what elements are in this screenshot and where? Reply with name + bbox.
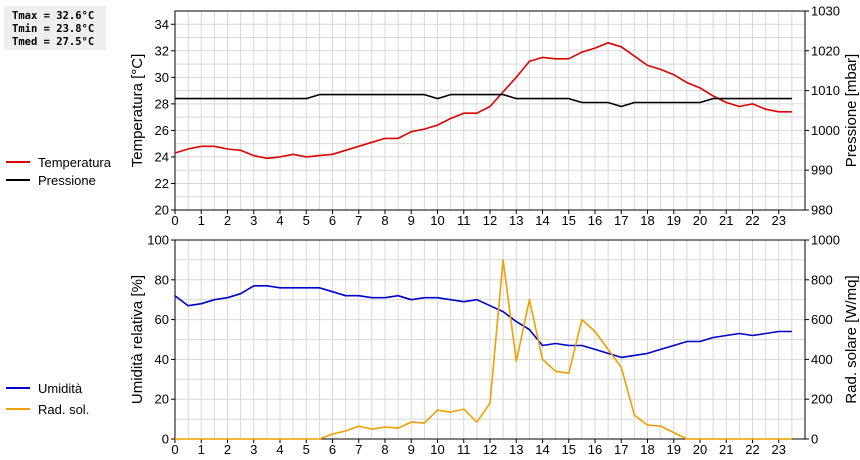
y-tick-label: 60 [155,312,169,327]
legend-label: Rad. sol. [38,402,89,417]
legend-label: Pressione [38,173,96,188]
y-tick-label: 20 [155,392,169,407]
x-tick-label: 14 [535,442,549,457]
x-tick-label: 17 [614,213,628,228]
tmed-label: Tmed = 27.5°C [12,36,95,48]
y2-axis-label: Rad. solare [W/mq] [843,275,860,403]
x-tick-label: 3 [250,213,257,228]
y-tick-label: 34 [155,17,169,32]
x-tick-label: 6 [329,213,336,228]
x-tick-label: 2 [224,442,231,457]
x-tick-label: 23 [772,213,786,228]
y-axis-label: Umidità relativa [%] [129,275,146,404]
x-tick-label: 22 [745,442,759,457]
x-tick-label: 19 [667,442,681,457]
x-tick-label: 16 [588,213,602,228]
tmin-label: Tmin = 23.8°C [12,23,95,35]
x-tick-label: 6 [329,442,336,457]
legend-label: Umidità [38,381,83,396]
series-line-umidit- [174,284,792,359]
x-tick-label: 17 [614,442,628,457]
y-tick-label: 100 [147,233,169,248]
x-tick-label: 4 [276,442,283,457]
x-tick-label: 7 [355,213,362,228]
y2-tick-label: 990 [811,163,833,178]
y-tick-label: 24 [155,149,169,164]
y2-tick-label: 600 [811,312,833,327]
y2-tick-label: 800 [811,272,833,287]
x-tick-label: 18 [640,213,654,228]
x-tick-label: 21 [719,213,733,228]
x-tick-label: 0 [171,213,178,228]
y2-tick-label: 0 [811,432,818,447]
x-tick-label: 8 [381,442,388,457]
x-tick-label: 10 [430,213,444,228]
x-tick-label: 21 [719,442,733,457]
x-tick-label: 0 [171,442,178,457]
y-tick-label: 20 [155,203,169,218]
series-line-temperatura [174,41,792,160]
x-tick-label: 1 [198,442,205,457]
x-tick-label: 13 [509,442,523,457]
x-tick-label: 9 [408,213,415,228]
x-tick-label: 14 [535,213,549,228]
x-tick-label: 19 [667,213,681,228]
y2-tick-label: 1030 [811,4,840,19]
tmax-label: Tmax = 32.6°C [12,10,95,22]
x-tick-label: 10 [430,442,444,457]
chart-panel-1: 0 1 2 3 4 5 6 7 8 9 10 11 12 13 14 15 16 17 18 19 20 21 22 2320… [6,4,860,228]
x-tick-label: 23 [772,442,786,457]
x-tick-label: 1 [198,213,205,228]
y-tick-label: 28 [155,96,169,111]
y2-tick-label: 1000 [811,233,840,248]
y-tick-label: 40 [155,352,169,367]
y-axis-label: Temperatura [°C] [129,54,146,168]
series-line-rad-sol- [175,259,792,440]
y-tick-label: 32 [155,43,169,58]
y2-tick-label: 400 [811,352,833,367]
x-tick-label: 22 [745,213,759,228]
x-tick-label: 4 [276,213,283,228]
x-tick-label: 12 [483,442,497,457]
y-tick-label: 26 [155,123,169,138]
y2-tick-label: 200 [811,392,833,407]
x-tick-label: 15 [562,213,576,228]
x-tick-label: 3 [250,442,257,457]
x-tick-label: 15 [562,442,576,457]
x-tick-label: 12 [483,213,497,228]
y2-tick-label: 980 [811,203,833,218]
x-tick-label: 2 [224,213,231,228]
x-tick-label: 20 [693,213,707,228]
x-tick-label: 16 [588,442,602,457]
y-tick-label: 30 [155,70,169,85]
x-tick-label: 20 [693,442,707,457]
x-tick-label: 13 [509,213,523,228]
series-line-pressione [175,93,792,108]
y2-tick-label: 1000 [811,123,840,138]
x-tick-label: 8 [381,213,388,228]
x-tick-label: 11 [457,213,471,228]
y-tick-label: 22 [155,176,169,191]
x-tick-label: 9 [408,442,415,457]
stats-box: Tmax = 32.6°C Tmin = 23.8°C Tmed = 27.5°… [4,6,106,50]
x-tick-label: 11 [457,442,471,457]
legend-label: Temperatura [38,155,112,170]
x-tick-label: 7 [355,442,362,457]
y-tick-label: 0 [162,432,169,447]
x-tick-label: 5 [303,442,310,457]
y2-axis-label: Pressione [mbar] [843,54,860,167]
y-tick-label: 80 [155,272,169,287]
y2-tick-label: 1010 [811,83,840,98]
x-tick-label: 5 [303,213,310,228]
chart-panel-2: 0 1 2 3 4 5 6 7 8 9 10 11 12 13 14 15 16 17 18 19 20 21 22 2302… [6,233,860,457]
y2-tick-label: 1020 [811,43,840,58]
x-tick-label: 18 [640,442,654,457]
